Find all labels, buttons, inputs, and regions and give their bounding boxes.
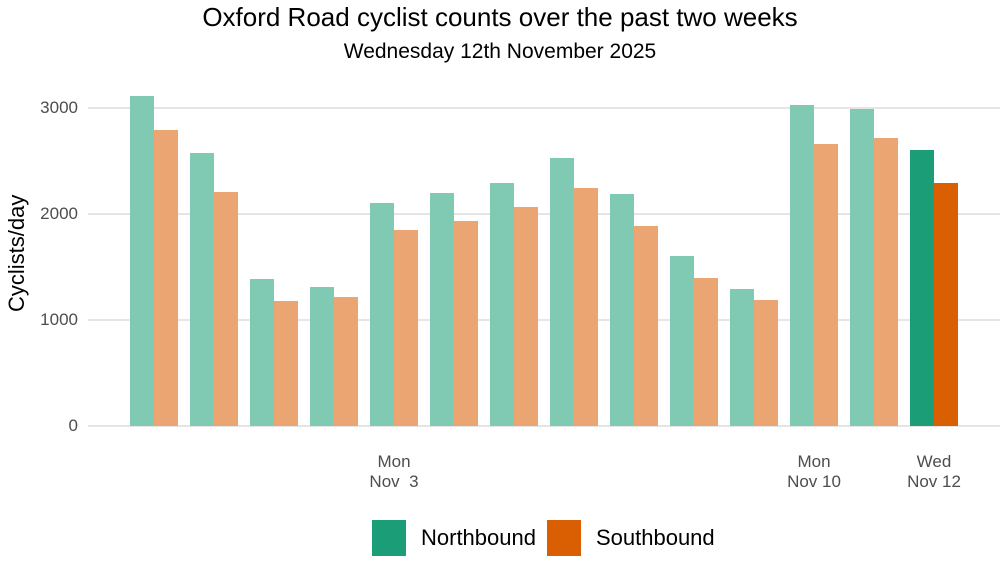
bar-southbound bbox=[574, 188, 598, 426]
y-tick-label: 1000 bbox=[40, 310, 78, 329]
bar-southbound bbox=[454, 221, 478, 426]
bar-southbound bbox=[214, 191, 238, 426]
legend-label-southbound: Southbound bbox=[595, 525, 715, 550]
bar-northbound bbox=[850, 108, 874, 426]
x-tick-label: Mon Nov 10 bbox=[787, 452, 841, 491]
bar-northbound bbox=[490, 183, 514, 426]
y-tick-label: 3000 bbox=[40, 98, 78, 117]
bar-northbound bbox=[130, 96, 154, 426]
bar-southbound bbox=[154, 130, 178, 426]
x-tick-label: Wed Nov 12 bbox=[907, 452, 961, 491]
bar-southbound bbox=[934, 183, 958, 426]
bar-northbound bbox=[790, 104, 814, 426]
bar-northbound bbox=[550, 157, 574, 426]
bar-northbound bbox=[310, 286, 334, 426]
y-tick-label: 2000 bbox=[40, 204, 78, 223]
gridline bbox=[88, 319, 1000, 321]
bar-southbound bbox=[694, 277, 718, 426]
bar-northbound bbox=[250, 278, 274, 426]
legend-label-northbound: Northbound bbox=[421, 525, 536, 550]
bar-southbound bbox=[274, 300, 298, 426]
chart-subtitle: Wednesday 12th November 2025 bbox=[343, 40, 657, 63]
legend: Northbound Southbound bbox=[372, 520, 726, 556]
bar-northbound bbox=[610, 193, 634, 426]
bar-northbound bbox=[910, 150, 934, 426]
bar-northbound bbox=[730, 289, 754, 426]
bar-southbound bbox=[514, 206, 538, 426]
legend-key-northbound bbox=[372, 520, 406, 556]
bar-northbound bbox=[670, 255, 694, 426]
bar-southbound bbox=[334, 297, 358, 426]
bar-northbound bbox=[370, 203, 394, 426]
bar-southbound bbox=[814, 144, 838, 426]
chart-title: Oxford Road cyclist counts over the past… bbox=[202, 2, 798, 32]
bar-southbound bbox=[634, 226, 658, 426]
bar-northbound bbox=[190, 152, 214, 426]
bar-southbound bbox=[754, 300, 778, 426]
legend-key-southbound bbox=[546, 520, 581, 556]
gridline bbox=[88, 107, 1000, 109]
gridline bbox=[88, 425, 1000, 427]
gridline bbox=[88, 213, 1000, 215]
bar-northbound bbox=[430, 192, 454, 426]
bar-southbound bbox=[874, 138, 898, 426]
bar-southbound bbox=[394, 229, 418, 426]
y-tick-label: 0 bbox=[68, 416, 78, 435]
x-tick-label: Mon Nov 3 bbox=[369, 452, 419, 491]
